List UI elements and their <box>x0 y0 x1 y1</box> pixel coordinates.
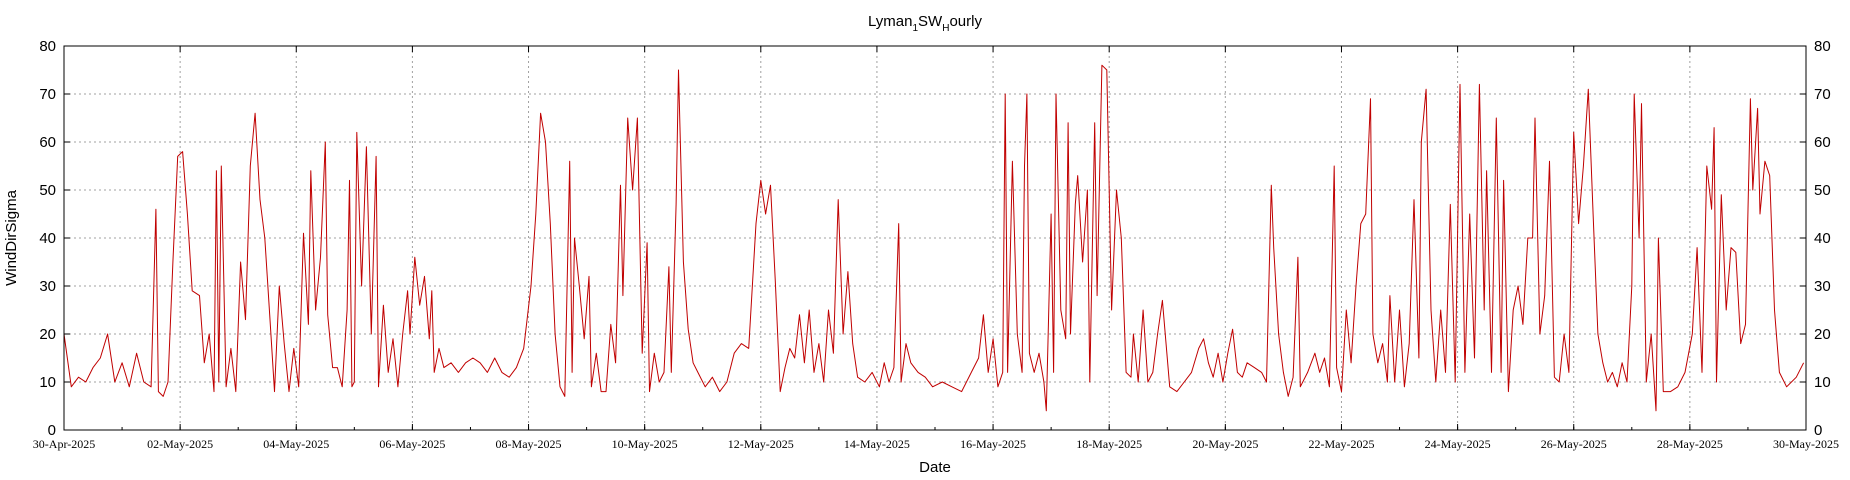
y-tick-label: 70 <box>1814 86 1831 103</box>
y-tick-label: 10 <box>1814 374 1831 391</box>
x-tick-label: 14-May-2025 <box>844 437 910 451</box>
y-tick-label: 10 <box>39 374 56 391</box>
y-tick-label: 80 <box>39 38 56 55</box>
x-tick-label: 24-May-2025 <box>1425 437 1491 451</box>
x-tick-label: 26-May-2025 <box>1541 437 1607 451</box>
x-tick-label: 22-May-2025 <box>1308 437 1374 451</box>
ticks <box>63 45 1807 431</box>
series-layer <box>63 64 1805 412</box>
y-tick-label: 50 <box>1814 182 1831 199</box>
x-tick-label: 30-Apr-2025 <box>33 437 95 451</box>
x-tick-label: 30-May-2025 <box>1773 437 1839 451</box>
x-tick-label: 02-May-2025 <box>147 437 213 451</box>
series-line <box>63 64 1805 412</box>
y-tick-label: 50 <box>39 182 56 199</box>
y-tick-label: 80 <box>1814 38 1831 55</box>
y-tick-label: 60 <box>39 134 56 151</box>
x-axis-label: Date <box>919 459 951 476</box>
y-tick-label: 70 <box>39 86 56 103</box>
y-tick-label: 30 <box>39 278 56 295</box>
x-tick-label: 16-May-2025 <box>960 437 1026 451</box>
grid <box>64 46 1806 430</box>
y-axis-label: WindDirSigma <box>3 189 20 286</box>
x-tick-labels: 30-Apr-2025 02-May-2025 04-May-2025 06-May-… <box>33 437 1839 451</box>
y-tick-label: 20 <box>1814 326 1831 343</box>
y-tick-label: 0 <box>48 422 56 439</box>
x-tick-label: 08-May-2025 <box>496 437 562 451</box>
x-tick-label: 20-May-2025 <box>1192 437 1258 451</box>
y-tick-label: 40 <box>39 230 56 247</box>
x-tick-label: 04-May-2025 <box>263 437 329 451</box>
x-tick-label: 28-May-2025 <box>1657 437 1723 451</box>
y-tick-label: 60 <box>1814 134 1831 151</box>
x-tick-label: 10-May-2025 <box>612 437 678 451</box>
x-tick-label: 18-May-2025 <box>1076 437 1142 451</box>
y-tick-label: 40 <box>1814 230 1831 247</box>
y-tick-label: 20 <box>39 326 56 343</box>
y-tick-labels-right: 0 10 20 30 40 50 60 70 80 <box>1814 38 1831 439</box>
x-tick-label: 06-May-2025 <box>379 437 445 451</box>
chart-title: Lyman1SWHourly <box>868 13 982 34</box>
y-tick-label: 30 <box>1814 278 1831 295</box>
y-tick-labels-left: 0 10 20 30 40 50 60 70 80 <box>39 38 56 439</box>
y-tick-label: 0 <box>1814 422 1822 439</box>
x-tick-label: 12-May-2025 <box>728 437 794 451</box>
